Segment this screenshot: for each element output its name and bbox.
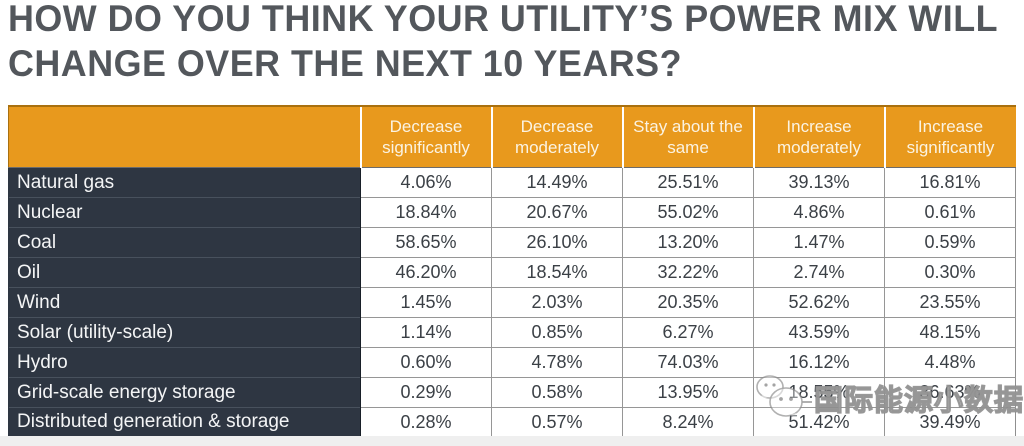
- power-mix-table-wrap: Decrease significantly Decrease moderatel…: [8, 105, 1016, 439]
- row-label: Coal: [8, 227, 361, 258]
- row-label: Oil: [8, 257, 361, 288]
- row-label: Wind: [8, 287, 361, 318]
- table-cell: 13.95%: [622, 377, 754, 408]
- table-row: Distributed generation & storage 0.28% 0.5…: [8, 407, 1016, 439]
- row-label: Solar (utility-scale): [8, 317, 361, 348]
- table-cell: 16.12%: [753, 347, 885, 378]
- table-cell: 23.55%: [884, 287, 1016, 318]
- table-cell: 0.59%: [884, 227, 1016, 258]
- power-mix-table: Decrease significantly Decrease moderatel…: [8, 105, 1016, 439]
- table-cell: 4.06%: [360, 167, 492, 198]
- table-cell: 16.81%: [884, 167, 1016, 198]
- table-cell: 1.45%: [360, 287, 492, 318]
- table-cell: 20.35%: [622, 287, 754, 318]
- row-label: Hydro: [8, 347, 361, 378]
- table-row: Coal 58.65% 26.10% 13.20% 1.47% 0.59%: [8, 227, 1016, 258]
- table-cell: 0.85%: [491, 317, 623, 348]
- table-cell: 74.03%: [622, 347, 754, 378]
- table-cell: 13.20%: [622, 227, 754, 258]
- row-label: Nuclear: [8, 197, 361, 228]
- table-cell: 1.14%: [360, 317, 492, 348]
- table-cell: 32.22%: [622, 257, 754, 288]
- table-cell: 55.02%: [622, 197, 754, 228]
- column-header: Decrease moderately: [490, 105, 623, 168]
- table-row: Natural gas 4.06% 14.49% 25.51% 39.13% 16.81%: [8, 167, 1016, 198]
- table-cell: 18.84%: [360, 197, 492, 228]
- table-cell: 46.20%: [360, 257, 492, 288]
- column-header: Increase significantly: [883, 105, 1016, 168]
- table-cell: 0.60%: [360, 347, 492, 378]
- table-cell: 26.10%: [491, 227, 623, 258]
- table-row: Nuclear 18.84% 20.67% 55.02% 4.86% 0.61%: [8, 197, 1016, 228]
- table-row: Grid-scale energy storage 0.29% 0.58% 13.95…: [8, 377, 1016, 408]
- table-cell: 0.58%: [491, 377, 623, 408]
- column-header: Decrease significantly: [359, 105, 492, 168]
- table-cell: 48.15%: [884, 317, 1016, 348]
- page-title: HOW DO YOU THINK YOUR UTILITY’S POWER MI…: [8, 0, 998, 86]
- row-label: Natural gas: [8, 167, 361, 198]
- table-cell: 0.61%: [884, 197, 1016, 228]
- table-cell: 0.29%: [360, 377, 492, 408]
- table-cell: 6.27%: [622, 317, 754, 348]
- table-cell: 52.62%: [753, 287, 885, 318]
- table-corner-cell: [8, 105, 361, 168]
- table-cell: 4.78%: [491, 347, 623, 378]
- table-cell: 51.42%: [753, 407, 885, 439]
- table-row: Hydro 0.60% 4.78% 74.03% 16.12% 4.48%: [8, 347, 1016, 378]
- table-cell: 39.13%: [753, 167, 885, 198]
- column-header: Increase moderately: [752, 105, 885, 168]
- row-label: Distributed generation & storage: [8, 407, 361, 439]
- table-cell: 0.30%: [884, 257, 1016, 288]
- table-cell: 36.63%: [884, 377, 1016, 408]
- table-cell: 8.24%: [622, 407, 754, 439]
- page-title-line2: CHANGE OVER THE NEXT 10 YEARS?: [8, 43, 682, 84]
- table-cell: 18.55%: [753, 377, 885, 408]
- table-row: Oil 46.20% 18.54% 32.22% 2.74% 0.30%: [8, 257, 1016, 288]
- page-title-line1: HOW DO YOU THINK YOUR UTILITY’S POWER MI…: [8, 0, 999, 39]
- table-row: Wind 1.45% 2.03% 20.35% 52.62% 23.55%: [8, 287, 1016, 318]
- table-cell: 2.74%: [753, 257, 885, 288]
- header-row: Decrease significantly Decrease moderatel…: [8, 105, 1016, 168]
- table-cell: 14.49%: [491, 167, 623, 198]
- table-cell: 1.47%: [753, 227, 885, 258]
- row-label: Grid-scale energy storage: [8, 377, 361, 408]
- table-cell: 2.03%: [491, 287, 623, 318]
- table-cell: 20.67%: [491, 197, 623, 228]
- column-header: Stay about the same: [621, 105, 754, 168]
- table-cell: 58.65%: [360, 227, 492, 258]
- table-cell: 4.86%: [753, 197, 885, 228]
- table-cell: 18.54%: [491, 257, 623, 288]
- table-cell: 0.57%: [491, 407, 623, 439]
- table-cell: 43.59%: [753, 317, 885, 348]
- table-cell: 25.51%: [622, 167, 754, 198]
- table-cell: 39.49%: [884, 407, 1016, 439]
- table-cell: 0.28%: [360, 407, 492, 439]
- table-cell: 4.48%: [884, 347, 1016, 378]
- table-row: Solar (utility-scale) 1.14% 0.85% 6.27% 43.5…: [8, 317, 1016, 348]
- bottom-strip: [0, 436, 1024, 446]
